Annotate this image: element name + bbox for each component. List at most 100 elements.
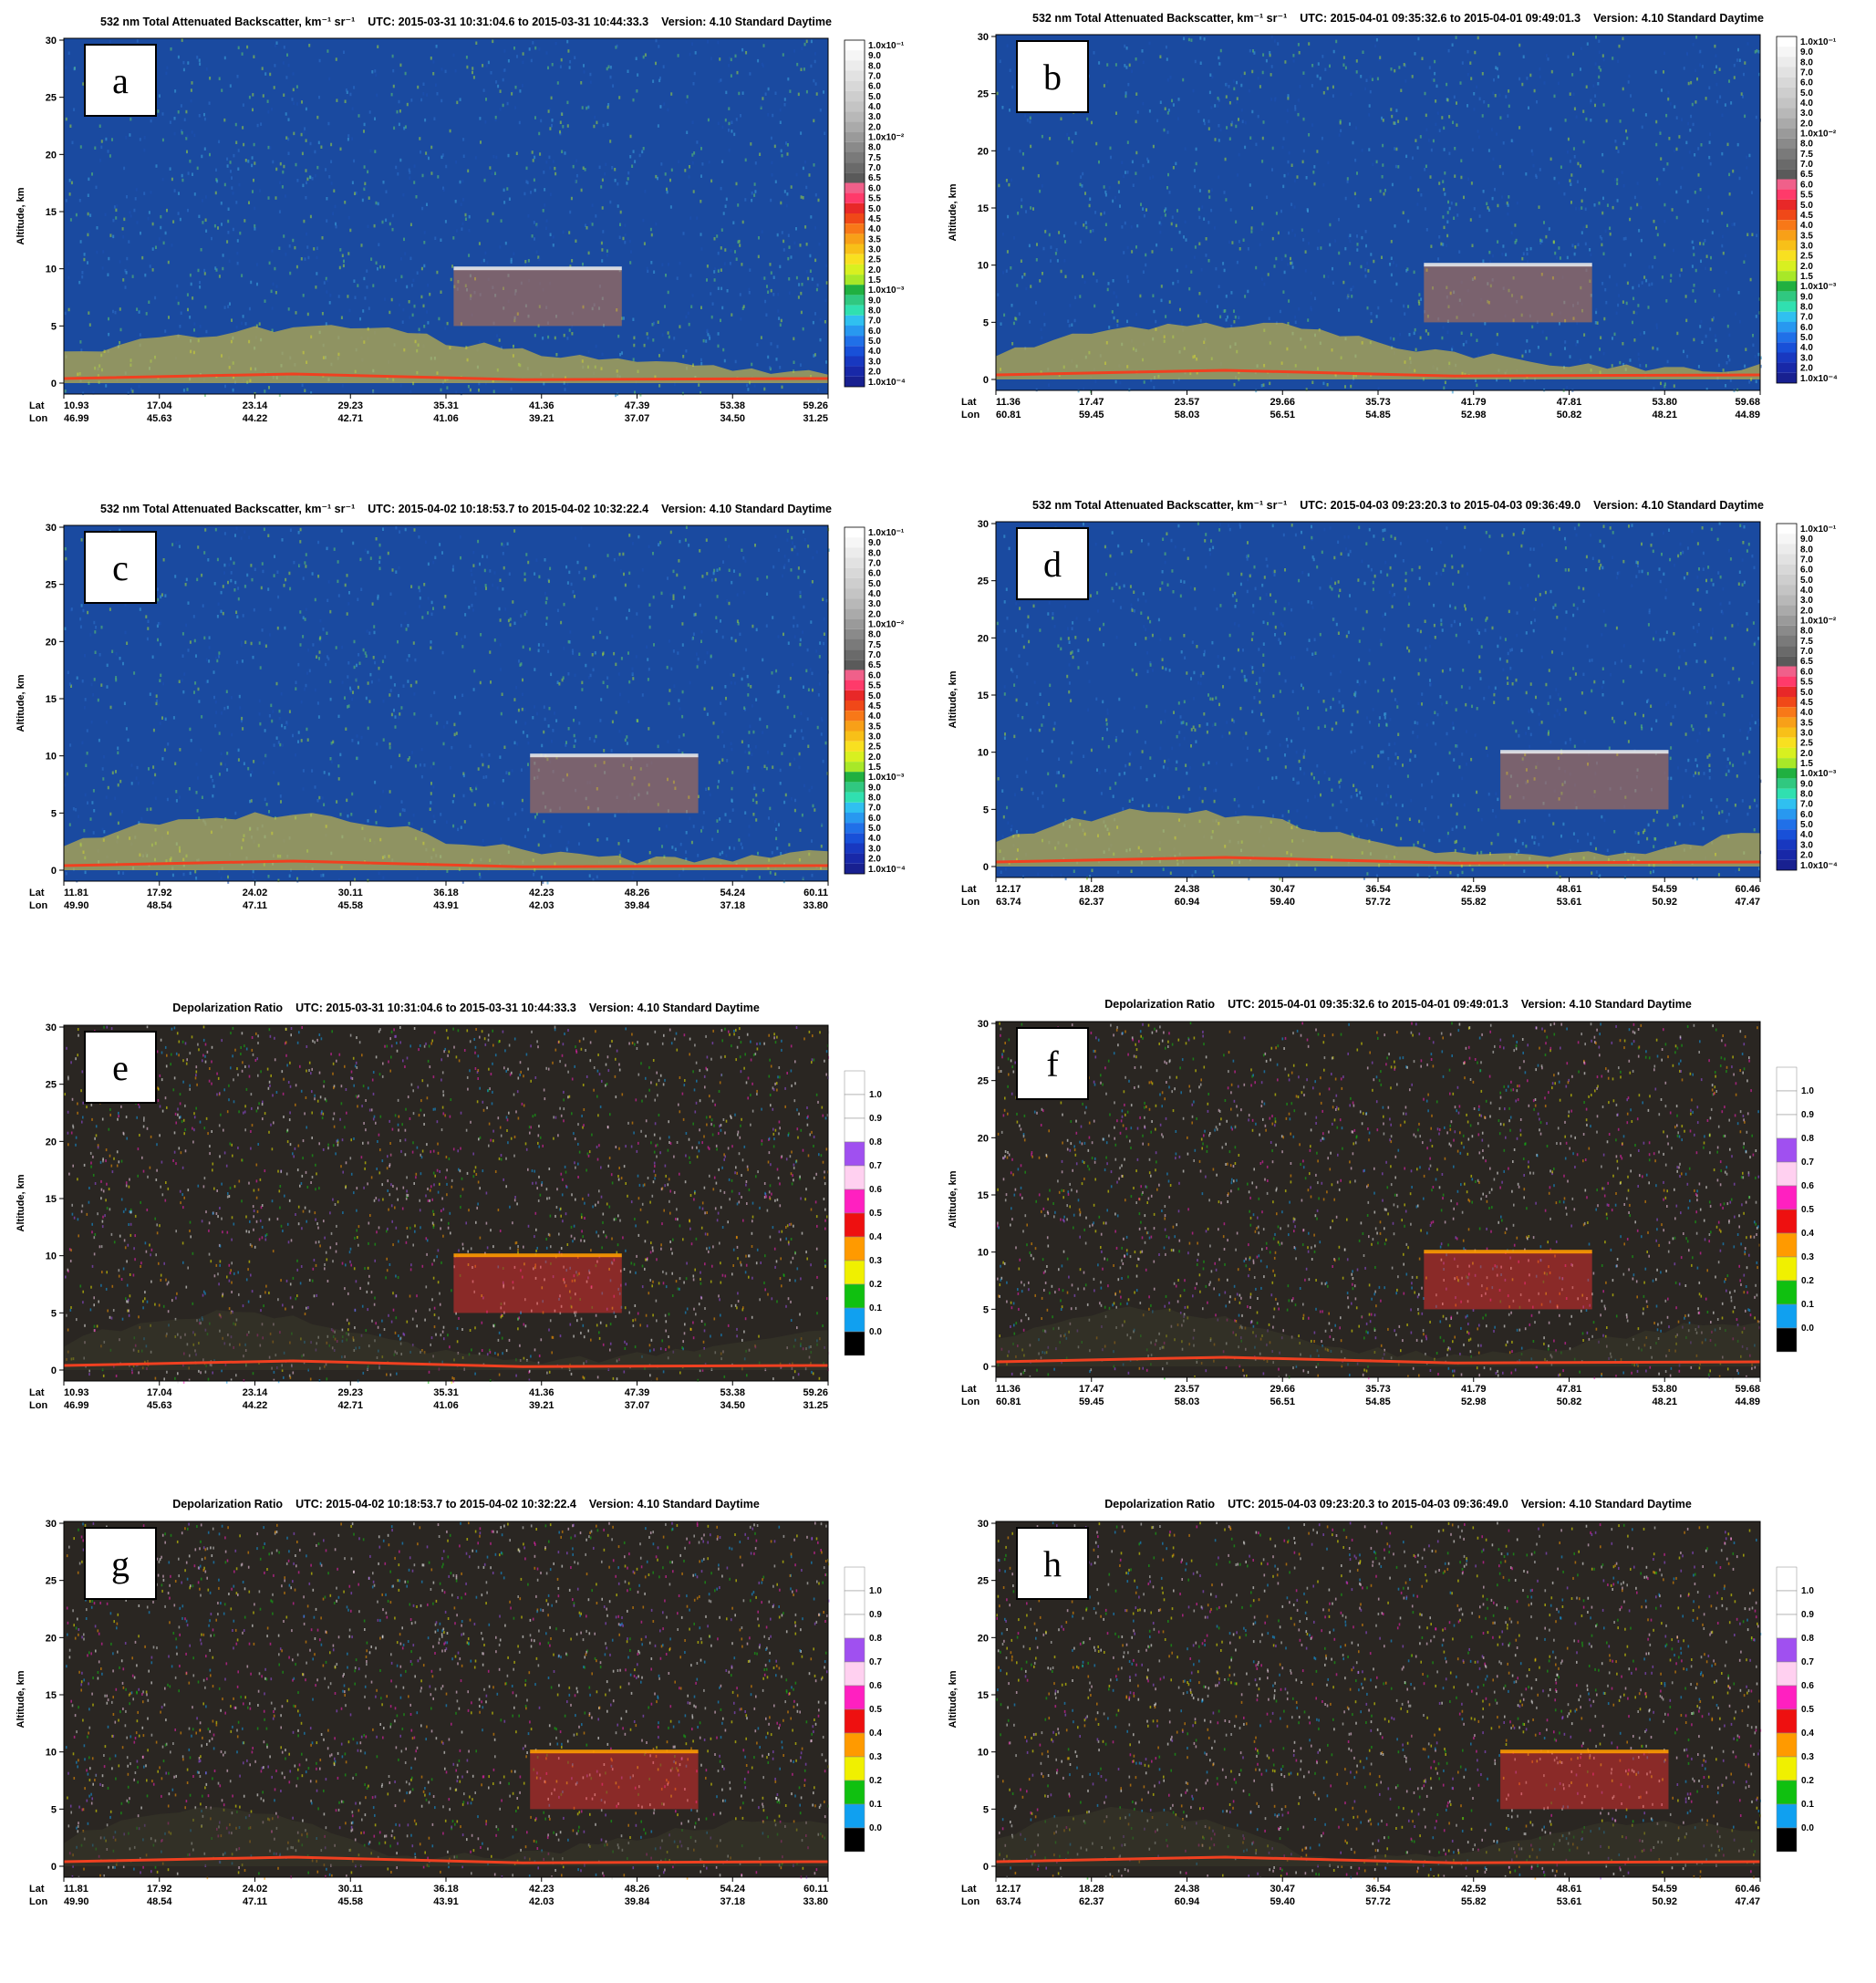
lat-tick-label: 24.02 xyxy=(243,888,268,898)
lon-tick-label: 59.45 xyxy=(1079,410,1104,420)
y-tick-label: 5 xyxy=(51,321,57,332)
colorbar-swatch xyxy=(845,1733,865,1757)
colorbar-label: 8.0 xyxy=(1800,790,1813,800)
colorbar-swatch xyxy=(1777,281,1797,291)
colorbar-label: 2.5 xyxy=(1800,252,1813,262)
colorbar-label: 4.0 xyxy=(868,589,881,599)
lat-tick-label: 11.81 xyxy=(64,1884,88,1895)
lat-tick-label: 35.73 xyxy=(1365,397,1391,408)
colorbar-label: 0.7 xyxy=(869,1657,882,1667)
colorbar-swatch xyxy=(1777,261,1797,271)
colorbar-swatch xyxy=(1777,230,1797,240)
lon-tick-label: 55.82 xyxy=(1461,1896,1487,1907)
colorbar-label: 2.0 xyxy=(868,368,881,378)
lon-heading: Lon xyxy=(961,1896,979,1907)
lat-tick-label: 17.04 xyxy=(147,1387,172,1398)
colorbar-swatch xyxy=(845,732,865,742)
colorbar-label: 0.7 xyxy=(1801,1657,1814,1667)
colorbar-label: 0.3 xyxy=(869,1256,882,1266)
lat-tick-label: 53.38 xyxy=(720,400,745,411)
colorbar-swatch xyxy=(1777,1186,1797,1210)
colorbar-swatch xyxy=(1777,78,1797,88)
colorbar-swatch xyxy=(1777,1067,1797,1091)
colorbar-swatch xyxy=(1777,829,1797,839)
lon-heading: Lon xyxy=(29,900,47,911)
colorbar-swatch xyxy=(845,71,865,81)
chart-panel-b: 532 nm Total Attenuated Backscatter, km⁻… xyxy=(939,13,1870,496)
lat-tick-label: 10.93 xyxy=(64,1387,89,1398)
lat-tick-label: 29.23 xyxy=(337,1387,363,1398)
colorbar-swatch xyxy=(845,568,865,578)
colorbar-label: 1.5 xyxy=(1800,759,1813,769)
lat-tick-label: 35.73 xyxy=(1365,1384,1391,1395)
colorbar-label: 7.0 xyxy=(868,317,881,327)
y-tick-label: 15 xyxy=(46,1690,57,1701)
colorbar-swatch xyxy=(845,306,865,316)
colorbar-swatch xyxy=(845,1567,865,1591)
lat-tick-label: 24.38 xyxy=(1175,884,1200,895)
colorbar-swatch xyxy=(845,244,865,254)
colorbar-swatch xyxy=(1777,36,1797,47)
colorbar-swatch xyxy=(845,50,865,60)
colorbar-swatch xyxy=(845,527,865,537)
colorbar-swatch xyxy=(845,60,865,70)
colorbar-swatch xyxy=(845,285,865,295)
colorbar-swatch xyxy=(845,1662,865,1686)
colorbar-label: 2.5 xyxy=(868,742,881,753)
colorbar-label: 0.9 xyxy=(869,1114,882,1124)
colorbar-label: 5.0 xyxy=(868,204,881,214)
colorbar-label: 0.5 xyxy=(1801,1205,1814,1215)
lon-tick-label: 37.18 xyxy=(720,1896,745,1907)
colorbar-label: 0.3 xyxy=(869,1752,882,1762)
lon-tick-label: 39.84 xyxy=(625,1896,650,1907)
colorbar-swatch xyxy=(845,1189,865,1213)
colorbar-swatch xyxy=(1777,687,1797,697)
lat-tick-label: 12.17 xyxy=(996,884,1021,895)
panel-letter: f xyxy=(1016,1027,1089,1100)
colorbar-label: 2.0 xyxy=(868,122,881,132)
lat-tick-label: 53.38 xyxy=(720,1387,745,1398)
colorbar-swatch xyxy=(1777,200,1797,210)
y-tick-label: 5 xyxy=(51,1308,57,1319)
colorbar-label: 6.0 xyxy=(1800,180,1813,190)
colorbar-label: 0.3 xyxy=(1801,1252,1814,1262)
lat-tick-label: 11.36 xyxy=(996,397,1021,408)
lat-tick-label: 18.28 xyxy=(1079,1884,1104,1895)
lat-tick-label: 60.46 xyxy=(1735,884,1760,895)
colorbar-label: 4.0 xyxy=(1800,343,1813,353)
colorbar-label: 1.0 xyxy=(869,1586,882,1596)
colorbar-label: 5.0 xyxy=(1800,820,1813,830)
colorbar-label: 3.5 xyxy=(868,722,881,732)
colorbar-label: 7.0 xyxy=(1800,68,1813,78)
colorbar-swatch xyxy=(1777,1138,1797,1162)
colorbar-label: 0.7 xyxy=(1801,1158,1814,1168)
lat-heading: Lat xyxy=(29,1387,45,1398)
colorbar-label: 4.0 xyxy=(868,102,881,112)
y-tick-label: 10 xyxy=(978,1248,989,1259)
colorbar-label: 6.0 xyxy=(1800,810,1813,820)
colorbar-label: 3.0 xyxy=(1800,109,1813,119)
y-tick-label: 15 xyxy=(978,203,989,214)
lon-tick-label: 42.71 xyxy=(337,1400,363,1411)
y-tick-label: 0 xyxy=(51,1862,57,1873)
y-tick-label: 0 xyxy=(51,866,57,877)
colorbar-swatch xyxy=(1777,717,1797,727)
colorbar-swatch xyxy=(845,203,865,213)
colorbar-label: 4.0 xyxy=(1800,830,1813,840)
cloud-layer xyxy=(453,266,621,326)
y-tick-label: 30 xyxy=(46,1519,57,1530)
colorbar-swatch xyxy=(1777,88,1797,98)
colorbar-label: 0.1 xyxy=(1801,1800,1814,1810)
colorbar-label: 1.0x10⁻³ xyxy=(868,773,905,783)
lon-tick-label: 37.07 xyxy=(625,413,650,424)
colorbar-swatch xyxy=(1777,47,1797,57)
lon-tick-label: 37.07 xyxy=(625,1400,650,1411)
colorbar-swatch xyxy=(845,1237,865,1261)
colorbar-swatch xyxy=(1777,220,1797,230)
lon-heading: Lon xyxy=(29,413,47,424)
panel-letter: b xyxy=(1016,40,1089,113)
colorbar-label: 9.0 xyxy=(1800,535,1813,545)
lon-tick-label: 53.61 xyxy=(1557,897,1582,908)
colorbar-swatch xyxy=(845,854,865,864)
colorbar-label: 0.2 xyxy=(1801,1776,1814,1786)
